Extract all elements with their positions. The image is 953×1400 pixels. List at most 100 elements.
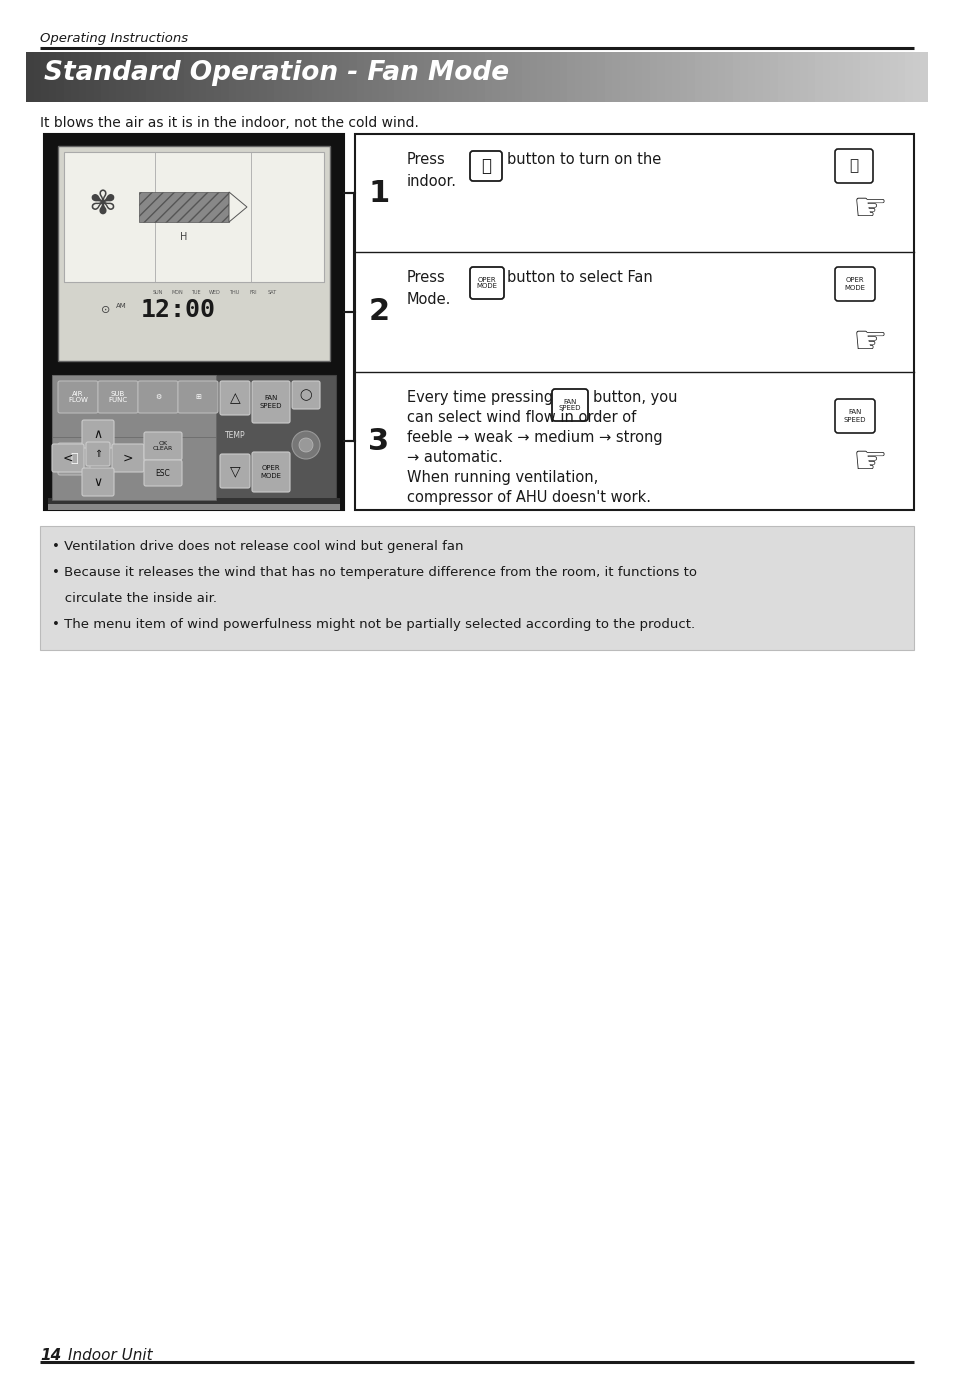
Text: >: > — [123, 451, 133, 465]
Text: Press: Press — [407, 153, 445, 167]
Bar — [86, 52, 94, 102]
Bar — [281, 52, 290, 102]
Text: Operating Instructions: Operating Instructions — [40, 32, 188, 45]
Bar — [664, 52, 672, 102]
Text: TUE: TUE — [191, 290, 200, 295]
Text: • Because it releases the wind that has no temperature difference from the room,: • Because it releases the wind that has … — [52, 566, 697, 580]
Bar — [612, 52, 619, 102]
Bar — [717, 52, 725, 102]
Bar — [889, 52, 898, 102]
Bar — [356, 52, 364, 102]
FancyBboxPatch shape — [292, 381, 319, 409]
Bar — [78, 52, 87, 102]
Bar — [821, 52, 830, 102]
Text: OPER
MODE: OPER MODE — [476, 277, 497, 290]
Bar — [634, 52, 642, 102]
FancyBboxPatch shape — [834, 399, 874, 433]
Text: button to select Fan: button to select Fan — [506, 270, 652, 286]
Bar — [724, 52, 732, 102]
Bar — [619, 52, 627, 102]
Bar — [109, 52, 116, 102]
Text: OPER
MODE: OPER MODE — [260, 465, 281, 479]
Bar — [867, 52, 875, 102]
Text: ESC: ESC — [155, 469, 171, 477]
Bar — [761, 52, 770, 102]
Bar — [860, 52, 867, 102]
FancyBboxPatch shape — [82, 468, 113, 496]
Bar — [221, 52, 230, 102]
FancyBboxPatch shape — [834, 267, 874, 301]
Text: OK
CLEAR: OK CLEAR — [152, 441, 172, 451]
Bar — [236, 52, 244, 102]
Text: 14: 14 — [40, 1348, 61, 1364]
Bar — [784, 52, 792, 102]
FancyBboxPatch shape — [98, 381, 138, 413]
Bar — [184, 52, 192, 102]
Bar — [875, 52, 882, 102]
Bar — [544, 52, 552, 102]
Bar — [48, 504, 339, 510]
Text: ⊙: ⊙ — [101, 305, 111, 315]
Bar — [153, 52, 162, 102]
FancyBboxPatch shape — [82, 420, 113, 448]
Bar — [829, 52, 838, 102]
Text: AM: AM — [116, 302, 127, 309]
Bar — [71, 52, 79, 102]
Bar — [355, 134, 913, 510]
Text: Every time pressing: Every time pressing — [407, 391, 553, 405]
Bar — [769, 52, 778, 102]
Bar — [920, 52, 927, 102]
Text: ⇑: ⇑ — [93, 449, 102, 459]
Text: TEMP: TEMP — [225, 431, 245, 440]
Text: button, you: button, you — [593, 391, 677, 405]
Bar — [379, 52, 387, 102]
Text: button to turn on the: button to turn on the — [506, 153, 660, 167]
Bar — [807, 52, 815, 102]
FancyBboxPatch shape — [220, 381, 250, 414]
Bar — [581, 52, 590, 102]
Text: ▽: ▽ — [230, 463, 240, 477]
Text: compressor of AHU doesn't work.: compressor of AHU doesn't work. — [407, 490, 650, 505]
Bar — [755, 52, 762, 102]
Bar — [904, 52, 913, 102]
Bar — [101, 52, 109, 102]
Bar — [26, 52, 34, 102]
Bar — [837, 52, 845, 102]
Bar — [116, 52, 124, 102]
Bar — [334, 52, 342, 102]
Bar — [33, 52, 42, 102]
FancyBboxPatch shape — [144, 461, 182, 486]
Polygon shape — [229, 192, 247, 223]
Bar — [319, 52, 327, 102]
Bar — [304, 52, 312, 102]
Bar — [192, 52, 199, 102]
Text: WED: WED — [209, 290, 221, 295]
Text: ☞: ☞ — [852, 323, 886, 361]
Bar — [49, 52, 56, 102]
Text: 12:00: 12:00 — [140, 298, 215, 322]
Text: SUB
FUNC: SUB FUNC — [109, 391, 128, 403]
Bar — [416, 52, 424, 102]
Bar — [657, 52, 665, 102]
Bar — [627, 52, 635, 102]
Bar — [266, 52, 274, 102]
Bar — [244, 52, 252, 102]
Bar — [206, 52, 214, 102]
Text: Standard Operation - Fan Mode: Standard Operation - Fan Mode — [44, 60, 509, 85]
FancyBboxPatch shape — [552, 389, 587, 421]
Bar — [424, 52, 432, 102]
Bar — [394, 52, 402, 102]
Text: 3: 3 — [368, 427, 389, 455]
Text: SUN: SUN — [152, 290, 163, 295]
Bar — [672, 52, 679, 102]
FancyBboxPatch shape — [178, 381, 218, 413]
Bar — [777, 52, 785, 102]
Bar — [289, 52, 296, 102]
Text: 1: 1 — [368, 178, 389, 207]
FancyBboxPatch shape — [252, 381, 290, 423]
Text: • Ventilation drive does not release cool wind but general fan: • Ventilation drive does not release coo… — [52, 540, 463, 553]
Bar — [604, 52, 612, 102]
Bar — [897, 52, 905, 102]
Bar — [349, 52, 356, 102]
Bar — [176, 52, 184, 102]
